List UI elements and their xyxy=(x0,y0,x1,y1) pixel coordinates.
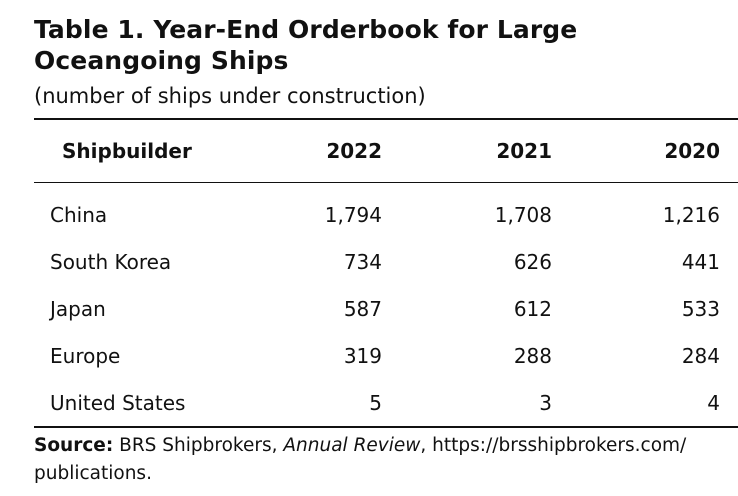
cell-value: 626 xyxy=(513,249,552,274)
row-label: China xyxy=(50,202,108,227)
row-label: Europe xyxy=(50,343,121,368)
cell-value: 612 xyxy=(513,296,552,321)
table-header-row: Shipbuilder 2022 2021 2020 xyxy=(34,119,738,183)
table-row: China 1,794 1,708 1,216 xyxy=(34,183,738,239)
table-row: United States 5 3 4 xyxy=(34,379,738,427)
cell-value: 734 xyxy=(343,249,382,274)
cell-value: 587 xyxy=(343,296,382,321)
cell-value: 4 xyxy=(707,390,720,415)
table-title-line-2: Oceangoing Ships xyxy=(34,46,289,75)
table-row: Japan 587 612 533 xyxy=(34,285,738,332)
row-label: United States xyxy=(50,390,186,415)
source-note: Source: BRS Shipbrokers, Annual Review, … xyxy=(34,432,706,488)
cell-value: 284 xyxy=(681,343,720,368)
table-title-line-1: Table 1. Year-End Orderbook for Large xyxy=(34,15,578,44)
column-header-shipbuilder: Shipbuilder xyxy=(62,139,192,163)
source-label: Source: xyxy=(34,435,114,456)
cell-value: 319 xyxy=(343,343,382,368)
cell-value: 5 xyxy=(369,390,382,415)
source-publication: Annual Review xyxy=(283,435,421,456)
table-row: Europe 319 288 284 xyxy=(34,332,738,379)
table-row: South Korea 734 626 441 xyxy=(34,238,738,285)
table-figure: Table 1. Year-End Orderbook for Large Oc… xyxy=(34,14,738,488)
cell-value: 1,794 xyxy=(324,202,382,227)
cell-value: 1,216 xyxy=(662,202,720,227)
row-label: South Korea xyxy=(50,249,172,274)
cell-value: 3 xyxy=(539,390,552,415)
column-header-2021: 2021 xyxy=(496,139,552,163)
column-header-2022: 2022 xyxy=(326,139,382,163)
source-text-2: , https://brsshipbrokers.com/ xyxy=(420,435,687,456)
cell-value: 1,708 xyxy=(494,202,552,227)
cell-value: 441 xyxy=(681,249,720,274)
table-subtitle: (number of ships under construction) xyxy=(34,84,426,108)
source-text-1: BRS Shipbrokers, xyxy=(119,435,278,456)
orderbook-table: Shipbuilder 2022 2021 2020 China 1,794 1… xyxy=(34,118,738,428)
table-title: Table 1. Year-End Orderbook for Large Oc… xyxy=(34,14,706,76)
cell-value: 288 xyxy=(513,343,552,368)
source-text-3: publications. xyxy=(34,463,152,484)
cell-value: 533 xyxy=(681,296,720,321)
column-header-2020: 2020 xyxy=(664,139,720,163)
row-label: Japan xyxy=(50,296,106,321)
